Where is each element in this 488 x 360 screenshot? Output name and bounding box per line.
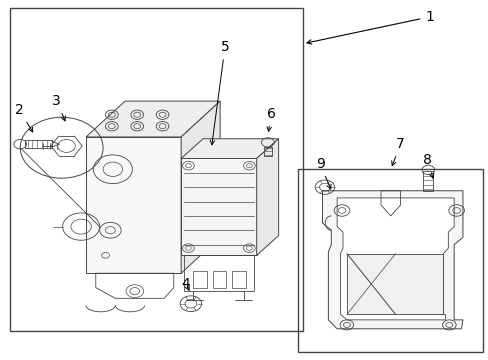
Polygon shape: [86, 101, 220, 137]
Text: 9: 9: [315, 157, 330, 189]
Polygon shape: [336, 198, 453, 320]
Text: 3: 3: [52, 94, 65, 121]
Bar: [212, 271, 226, 288]
Polygon shape: [181, 101, 220, 273]
Text: 6: 6: [266, 107, 275, 131]
Bar: [193, 271, 206, 288]
Text: 8: 8: [422, 153, 433, 178]
Text: 2: 2: [15, 103, 33, 132]
Bar: [264, 147, 271, 156]
Polygon shape: [322, 191, 462, 329]
Polygon shape: [181, 139, 278, 158]
Polygon shape: [181, 158, 256, 255]
Polygon shape: [86, 137, 181, 273]
Bar: [423, 171, 432, 191]
Text: 5: 5: [210, 40, 229, 145]
Bar: [298, 169, 483, 352]
Bar: [10, 8, 303, 330]
Polygon shape: [346, 253, 443, 315]
Text: 1: 1: [306, 10, 433, 44]
Polygon shape: [256, 139, 278, 255]
Text: 4: 4: [181, 277, 190, 291]
Bar: [25, 140, 52, 148]
Text: 7: 7: [391, 137, 404, 166]
Bar: [232, 271, 245, 288]
